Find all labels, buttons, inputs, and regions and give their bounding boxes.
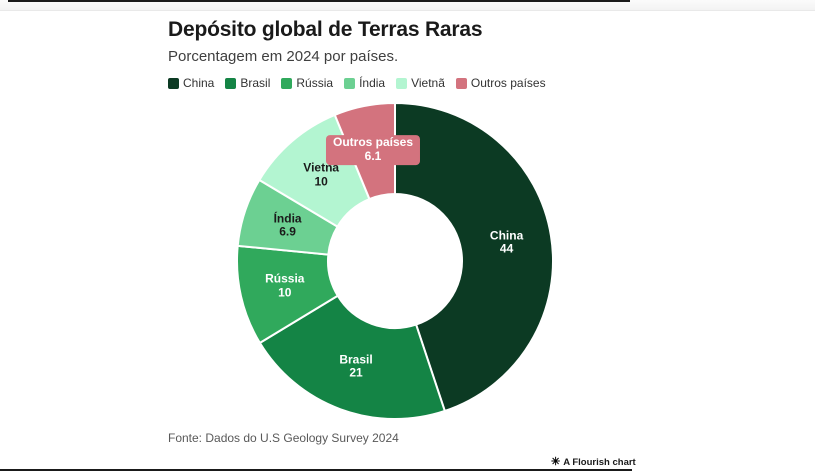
legend-label: Outros países <box>470 76 546 90</box>
legend-item-india[interactable]: Índia <box>344 77 385 89</box>
flourish-asterisk-icon: ✳ <box>551 456 561 468</box>
chart-title: Depósito global de Terras Raras <box>168 18 483 41</box>
legend-swatch-russia <box>281 77 293 89</box>
source-note: Fonte: Dados do U.S Geology Survey 2024 <box>168 431 399 445</box>
pie-slice-china[interactable] <box>394 102 554 412</box>
legend-swatch-vietna <box>396 77 408 89</box>
legend-label: Vietnã <box>411 76 445 90</box>
legend-item-china[interactable]: China <box>168 77 214 89</box>
chart-subtitle: Porcentagem em 2024 por países. <box>168 48 399 65</box>
screenshot-edge-line-bottom <box>0 469 632 471</box>
pie-slice-brasil[interactable] <box>258 294 446 420</box>
attribution-label: A Flourish chart <box>563 457 636 468</box>
chart-legend: China Brasil Rússia Índia Vietnã Outros paíse… <box>168 77 557 89</box>
legend-item-brasil[interactable]: Brasil <box>225 77 270 89</box>
flourish-attribution-link[interactable]: ✳ A Flourish chart <box>551 456 636 469</box>
legend-label: China <box>183 76 215 90</box>
legend-swatch-brasil <box>225 77 237 89</box>
donut-chart: China 44 Brasil 21 Rússia 10 Índia 6.9 Vietnã 10 O… <box>225 91 565 431</box>
donut-chart-svg <box>236 102 554 420</box>
legend-item-russia[interactable]: Rússia <box>281 77 333 89</box>
legend-swatch-china <box>168 77 179 89</box>
legend-swatch-india <box>344 77 356 89</box>
top-divider-strip <box>0 0 815 11</box>
legend-label: Rússia <box>296 76 334 90</box>
legend-label: Brasil <box>240 76 271 90</box>
legend-swatch-outros-paises <box>455 77 467 89</box>
screenshot-edge-line-top <box>8 0 630 2</box>
legend-item-outros-paises[interactable]: Outros países <box>455 76 546 90</box>
legend-label: Índia <box>359 76 386 90</box>
legend-item-vietna[interactable]: Vietnã <box>396 77 445 89</box>
